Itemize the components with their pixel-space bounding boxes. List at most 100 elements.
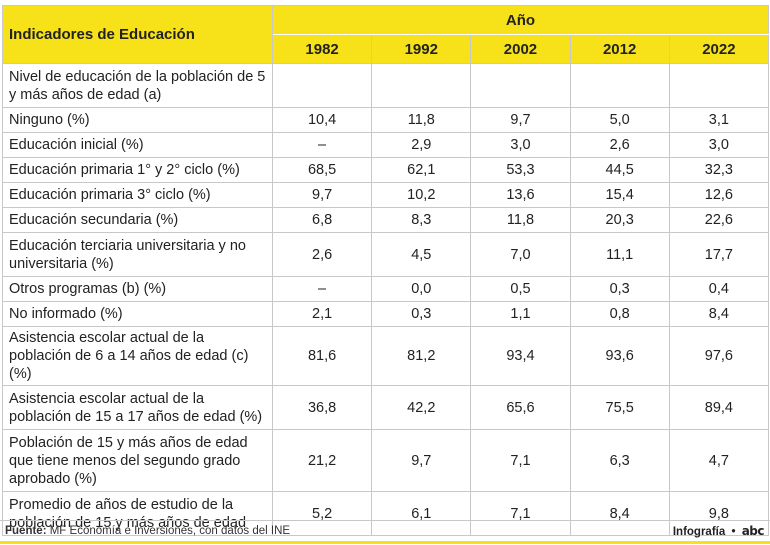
row-label: Educación primaria 1° y 2° ciclo (%) <box>2 157 273 183</box>
source-note: Fuente: MF Economía e Inversiones, con d… <box>5 525 290 537</box>
table-cell: 89,4 <box>668 385 770 430</box>
row-label: Educación terciaria universitaria y no u… <box>2 232 273 277</box>
table-cell: 20,3 <box>569 207 670 233</box>
row-label: Promedio de años de estudio de la poblac… <box>2 491 273 536</box>
table-cell: 97,6 <box>668 326 770 386</box>
table-cell: 11,8 <box>371 107 472 133</box>
table-cell: 6,1 <box>371 491 472 536</box>
table-row: Ninguno (%) 10,4 11,8 9,7 5,0 3,1 <box>2 107 770 133</box>
table-cell: 2,6 <box>271 232 373 277</box>
table-cell: 2,6 <box>569 132 670 158</box>
table-row: Asistencia escolar actual de la població… <box>2 326 770 386</box>
table-cell <box>569 63 670 108</box>
table-cell <box>668 63 770 108</box>
table-cell: 5,0 <box>569 107 670 133</box>
table-cell: 11,8 <box>470 207 571 233</box>
table-row: Población de 15 y más años de edad que t… <box>2 429 770 492</box>
row-label: Asistencia escolar actual de la població… <box>2 385 273 430</box>
row-label: Asistencia escolar actual de la població… <box>2 326 273 386</box>
table-cell: 7,1 <box>470 429 571 492</box>
row-header: Indicadores de Educación <box>2 5 273 64</box>
table-cell <box>470 63 571 108</box>
education-indicators-table: Indicadores de Educación Año 1982 1992 2… <box>2 5 770 536</box>
table-cell: 2,9 <box>371 132 472 158</box>
table-cell: 8,3 <box>371 207 472 233</box>
table-cell: 81,6 <box>271 326 373 386</box>
year-header: 1982 <box>271 34 373 64</box>
year-header: 2012 <box>569 34 670 64</box>
table-row: Nivel de educación de la población de 5 … <box>2 63 770 108</box>
table-row: Educación terciaria universitaria y no u… <box>2 232 770 277</box>
year-group-header: Año <box>272 5 769 35</box>
table-cell: 6,3 <box>569 429 670 492</box>
table-cell: – <box>271 132 373 158</box>
table-cell: 36,8 <box>271 385 373 430</box>
table-cell: 44,5 <box>569 157 670 183</box>
table-cell: 3,1 <box>668 107 770 133</box>
table-cell: 32,3 <box>668 157 770 183</box>
table-cell: 7,0 <box>470 232 571 277</box>
table-cell: 42,2 <box>371 385 472 430</box>
table-cell: – <box>271 276 373 302</box>
year-header: 2022 <box>668 34 770 64</box>
table-cell: 65,6 <box>470 385 571 430</box>
row-label: No informado (%) <box>2 301 273 327</box>
table-cell: 0,8 <box>569 301 670 327</box>
table-cell: 15,4 <box>569 182 670 208</box>
table-cell: 3,0 <box>470 132 571 158</box>
row-label: Población de 15 y más años de edad que t… <box>2 429 273 492</box>
credit-dot: • <box>731 526 736 538</box>
year-header: 2002 <box>470 34 571 64</box>
table-cell: 8,4 <box>668 301 770 327</box>
table-cell: 62,1 <box>371 157 472 183</box>
table-cell: 9,7 <box>371 429 472 492</box>
table-cell: 68,5 <box>271 157 373 183</box>
table-row: Educación primaria 3° ciclo (%) 9,7 10,2 13… <box>2 182 770 208</box>
table-cell: 0,3 <box>569 276 670 302</box>
table-cell: 75,5 <box>569 385 670 430</box>
table-cell: 6,8 <box>271 207 373 233</box>
table-row: Promedio de años de estudio de la poblac… <box>2 491 770 536</box>
table-cell: 3,0 <box>668 132 770 158</box>
table-cell: 9,8 <box>668 491 770 536</box>
table-cell: 7,1 <box>470 491 571 536</box>
table-cell: 93,6 <box>569 326 670 386</box>
table-cell: 2,1 <box>271 301 373 327</box>
table-cell: 21,2 <box>271 429 373 492</box>
table-cell: 22,6 <box>668 207 770 233</box>
table-row: Asistencia escolar actual de la població… <box>2 385 770 430</box>
table-cell: 8,4 <box>569 491 670 536</box>
year-header-row: 1982 1992 2002 2012 2022 <box>3 34 770 64</box>
table-cell: 5,2 <box>271 491 373 536</box>
credit: Infografía • abc <box>672 524 765 538</box>
table-cell: 12,6 <box>668 182 770 208</box>
row-label: Educación primaria 3° ciclo (%) <box>2 182 273 208</box>
row-label: Ninguno (%) <box>2 107 273 133</box>
table-row: Educación inicial (%) –2,9 3,0 2,6 3,0 <box>2 132 770 158</box>
abc-logo: abc <box>741 524 765 538</box>
table-cell: 10,2 <box>371 182 472 208</box>
table-cell: 53,3 <box>470 157 571 183</box>
table-cell: 0,5 <box>470 276 571 302</box>
table-row: Otros programas (b) (%) –0,0 0,5 0,3 0,4 <box>2 276 770 302</box>
source-label: Fuente: <box>5 525 47 537</box>
footer: Fuente: MF Economía e Inversiones, con d… <box>0 520 770 545</box>
table-cell: 9,7 <box>271 182 373 208</box>
table-cell: 0,3 <box>371 301 472 327</box>
table-cell: 4,5 <box>371 232 472 277</box>
table-cell <box>271 63 373 108</box>
table-cell: 1,1 <box>470 301 571 327</box>
table-cell: 81,2 <box>371 326 472 386</box>
table-cell: 17,7 <box>668 232 770 277</box>
table-cell: 9,7 <box>470 107 571 133</box>
table-cell: 13,6 <box>470 182 571 208</box>
row-label: Nivel de educación de la población de 5 … <box>2 63 273 108</box>
table-cell: 0,4 <box>668 276 770 302</box>
table-row: Educación secundaria (%) 6,8 8,3 11,8 20,3 22… <box>2 207 770 233</box>
table-cell: 0,0 <box>371 276 472 302</box>
row-label: Educación secundaria (%) <box>2 207 273 233</box>
table-cell: 4,7 <box>668 429 770 492</box>
credit-label: Infografía <box>672 526 726 538</box>
bottom-accent-bar <box>0 541 770 544</box>
